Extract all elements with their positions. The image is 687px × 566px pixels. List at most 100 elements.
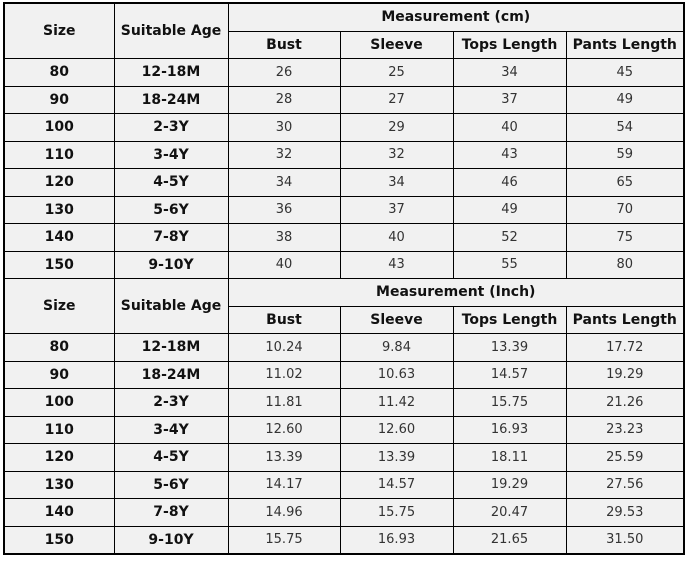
size-cell: 110 xyxy=(3,415,115,444)
tops-cell: 55 xyxy=(452,250,567,279)
table-row: 150 9-10Y 40 43 55 80 xyxy=(3,250,685,279)
sleeve-cell: 15.75 xyxy=(339,498,454,527)
sleeve-cell: 43 xyxy=(339,250,454,279)
pants-header: Pants Length xyxy=(565,305,685,334)
sleeve-header: Sleeve xyxy=(339,30,454,59)
pants-cell: 27.56 xyxy=(565,470,685,499)
bust-cell: 11.02 xyxy=(227,360,341,389)
tops-cell: 13.39 xyxy=(452,333,567,362)
bust-cell: 32 xyxy=(227,140,341,169)
tops-cell: 21.65 xyxy=(452,525,567,555)
bust-cell: 34 xyxy=(227,168,341,197)
age-cell: 3-4Y xyxy=(113,140,229,169)
age-cell: 18-24M xyxy=(113,360,229,389)
age-cell: 5-6Y xyxy=(113,195,229,224)
bust-cell: 12.60 xyxy=(227,415,341,444)
size-cell: 140 xyxy=(3,223,115,252)
table-row: 110 3-4Y 32 32 43 59 xyxy=(3,140,685,169)
pants-cell: 29.53 xyxy=(565,498,685,527)
bust-cell: 11.81 xyxy=(227,388,341,417)
tops-cell: 18.11 xyxy=(452,443,567,472)
table-row: 130 5-6Y 14.17 14.57 19.29 27.56 xyxy=(3,470,685,499)
sleeve-cell: 11.42 xyxy=(339,388,454,417)
size-header: Size xyxy=(3,278,115,334)
subheader-row: Bust Sleeve Tops Length Pants Length xyxy=(4,305,685,334)
bust-cell: 26 xyxy=(227,58,341,87)
pants-cell: 70 xyxy=(565,195,685,224)
size-cell: 140 xyxy=(3,498,115,527)
suitable-age-header: Suitable Age xyxy=(113,2,229,59)
subheader-row: Bust Sleeve Tops Length Pants Length xyxy=(4,30,685,59)
measurement-header: Measurement (Inch) xyxy=(227,278,685,307)
pants-cell: 45 xyxy=(565,58,685,87)
bust-cell: 36 xyxy=(227,195,341,224)
pants-cell: 23.23 xyxy=(565,415,685,444)
table-row: 90 18-24M 28 27 37 49 xyxy=(3,85,685,114)
tops-cell: 20.47 xyxy=(452,498,567,527)
bust-header: Bust xyxy=(227,305,341,334)
pants-header: Pants Length xyxy=(565,30,685,59)
age-cell: 5-6Y xyxy=(113,470,229,499)
pants-cell: 21.26 xyxy=(565,388,685,417)
size-cell: 120 xyxy=(3,168,115,197)
bust-cell: 40 xyxy=(227,250,341,279)
table-row: 80 12-18M 10.24 9.84 13.39 17.72 xyxy=(3,333,685,362)
tops-cell: 52 xyxy=(452,223,567,252)
table-row: 90 18-24M 11.02 10.63 14.57 19.29 xyxy=(3,360,685,389)
sleeve-cell: 32 xyxy=(339,140,454,169)
age-cell: 9-10Y xyxy=(113,250,229,279)
size-cell: 90 xyxy=(3,360,115,389)
pants-cell: 25.59 xyxy=(565,443,685,472)
sleeve-cell: 37 xyxy=(339,195,454,224)
bust-cell: 38 xyxy=(227,223,341,252)
tops-cell: 14.57 xyxy=(452,360,567,389)
sleeve-cell: 12.60 xyxy=(339,415,454,444)
pants-cell: 54 xyxy=(565,113,685,142)
sleeve-cell: 34 xyxy=(339,168,454,197)
size-cell: 150 xyxy=(3,525,115,555)
bust-cell: 10.24 xyxy=(227,333,341,362)
age-cell: 3-4Y xyxy=(113,415,229,444)
header-row: Size Suitable Age Measurement (cm) xyxy=(3,2,685,59)
tops-header: Tops Length xyxy=(452,30,567,59)
size-cell: 130 xyxy=(3,195,115,224)
table-row: 100 2-3Y 11.81 11.42 15.75 21.26 xyxy=(3,388,685,417)
sleeve-cell: 16.93 xyxy=(339,525,454,555)
table-row: 140 7-8Y 38 40 52 75 xyxy=(3,223,685,252)
size-cell: 150 xyxy=(3,250,115,279)
table-row: 120 4-5Y 13.39 13.39 18.11 25.59 xyxy=(3,443,685,472)
pants-cell: 17.72 xyxy=(565,333,685,362)
bust-cell: 30 xyxy=(227,113,341,142)
size-cell: 90 xyxy=(3,85,115,114)
age-cell: 12-18M xyxy=(113,58,229,87)
age-cell: 12-18M xyxy=(113,333,229,362)
pants-cell: 19.29 xyxy=(565,360,685,389)
sleeve-cell: 25 xyxy=(339,58,454,87)
sleeve-cell: 13.39 xyxy=(339,443,454,472)
pants-cell: 75 xyxy=(565,223,685,252)
suitable-age-header: Suitable Age xyxy=(113,278,229,334)
table-row: 130 5-6Y 36 37 49 70 xyxy=(3,195,685,224)
table-row: 80 12-18M 26 25 34 45 xyxy=(3,58,685,87)
tops-cell: 34 xyxy=(452,58,567,87)
sleeve-cell: 10.63 xyxy=(339,360,454,389)
pants-cell: 49 xyxy=(565,85,685,114)
bust-cell: 28 xyxy=(227,85,341,114)
age-cell: 2-3Y xyxy=(113,388,229,417)
header-row: Size Suitable Age Measurement (Inch) xyxy=(3,278,685,334)
bust-cell: 15.75 xyxy=(227,525,341,555)
age-cell: 4-5Y xyxy=(113,443,229,472)
table-row: 140 7-8Y 14.96 15.75 20.47 29.53 xyxy=(3,498,685,527)
table-row: 110 3-4Y 12.60 12.60 16.93 23.23 xyxy=(3,415,685,444)
bust-cell: 14.17 xyxy=(227,470,341,499)
size-header: Size xyxy=(3,2,115,59)
tops-cell: 37 xyxy=(452,85,567,114)
age-cell: 4-5Y xyxy=(113,168,229,197)
tops-cell: 15.75 xyxy=(452,388,567,417)
size-cell: 100 xyxy=(3,388,115,417)
tops-cell: 16.93 xyxy=(452,415,567,444)
sleeve-cell: 14.57 xyxy=(339,470,454,499)
tops-header: Tops Length xyxy=(452,305,567,334)
tops-cell: 43 xyxy=(452,140,567,169)
size-cell: 100 xyxy=(3,113,115,142)
